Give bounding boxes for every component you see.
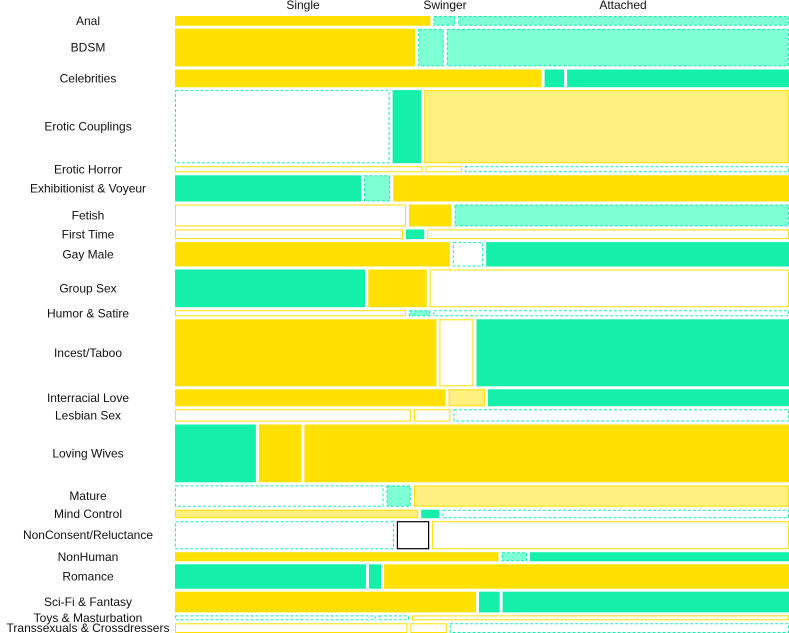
cell-lesbian-sex-single xyxy=(175,409,411,422)
row-label-mind-control: Mind Control xyxy=(54,507,122,521)
cell-nonconsent-reluctance-attached xyxy=(432,521,789,550)
cell-anal-swinger xyxy=(433,16,456,26)
cell-group-sex-swinger xyxy=(368,269,427,308)
cell-bdsm-attached xyxy=(446,28,789,67)
cell-exhibitionist-voyeur-single xyxy=(175,175,361,202)
cell-romance-single xyxy=(175,564,366,589)
cell-humor-satire-swinger xyxy=(409,310,431,317)
cell-nonconsent-reluctance-swinger xyxy=(396,521,430,550)
cell-nonconsent-reluctance-single xyxy=(175,521,394,550)
cell-lesbian-sex-attached xyxy=(453,409,789,422)
cell-anal-attached xyxy=(458,16,789,26)
cell-romance-attached xyxy=(384,564,789,589)
row-label-celebrities: Celebrities xyxy=(60,71,117,85)
cell-erotic-horror-swinger xyxy=(425,166,462,173)
cell-first-time-single xyxy=(175,229,403,240)
cell-romance-swinger xyxy=(368,564,382,589)
cell-gay-male-attached xyxy=(486,242,789,267)
row-label-erotic-horror: Erotic Horror xyxy=(54,162,122,176)
cell-exhibitionist-voyeur-attached xyxy=(393,175,789,202)
row-label-nonconsent-reluctance: NonConsent/Reluctance xyxy=(23,528,153,542)
cell-loving-wives-attached xyxy=(304,424,789,483)
cell-transsexuals-crossdressers-swinger xyxy=(410,623,447,633)
row-label-lesbian-sex: Lesbian Sex xyxy=(55,408,121,422)
cell-erotic-horror-attached xyxy=(464,166,789,173)
row-label-group-sex: Group Sex xyxy=(59,281,116,295)
cell-mind-control-single xyxy=(175,509,419,519)
cell-toys-masturbation-attached xyxy=(412,615,789,621)
row-label-erotic-couplings: Erotic Couplings xyxy=(44,120,131,134)
row-label-incest-taboo: Incest/Taboo xyxy=(54,346,122,360)
cell-mature-single xyxy=(175,485,384,507)
cell-mind-control-swinger xyxy=(421,509,440,519)
cell-interracial-love-attached xyxy=(488,389,789,407)
row-label-interracial-love: Interracial Love xyxy=(47,391,129,405)
row-labels: Anal BDSM Celebrities Erotic Couplings Eroti… xyxy=(7,14,170,633)
row-label-mature: Mature xyxy=(69,489,107,503)
cell-celebrities-swinger xyxy=(544,69,565,88)
cell-sci-fi-fantasy-single xyxy=(175,591,476,613)
cell-anal-single xyxy=(175,16,431,26)
row-label-humor-satire: Humor & Satire xyxy=(47,306,129,320)
cell-first-time-swinger xyxy=(406,229,425,240)
cell-celebrities-single xyxy=(175,69,542,88)
row-label-romance: Romance xyxy=(62,570,114,584)
row-label-nonhuman: NonHuman xyxy=(58,550,119,564)
cell-celebrities-attached xyxy=(567,69,789,88)
column-header-attached: Attached xyxy=(599,0,646,12)
mosaic-cells xyxy=(175,16,789,633)
cell-erotic-couplings-single xyxy=(175,90,390,164)
cell-mind-control-attached xyxy=(442,509,789,519)
cell-humor-satire-single xyxy=(175,310,406,317)
cell-sci-fi-fantasy-swinger xyxy=(479,591,500,613)
cell-bdsm-swinger xyxy=(418,28,444,67)
cell-humor-satire-attached xyxy=(433,310,789,317)
cell-exhibitionist-voyeur-swinger xyxy=(364,175,391,202)
cell-interracial-love-single xyxy=(175,389,446,407)
cell-mature-attached xyxy=(413,485,789,507)
row-label-loving-wives: Loving Wives xyxy=(52,446,123,460)
cell-transsexuals-crossdressers-single xyxy=(175,623,408,633)
row-label-transsexuals-crossdressers: Transsexuals & Crossdressers xyxy=(7,621,170,633)
cell-bdsm-single xyxy=(175,28,416,67)
cell-toys-masturbation-single xyxy=(175,615,376,621)
cell-group-sex-single xyxy=(175,269,366,308)
cell-fetish-swinger xyxy=(409,204,452,227)
cell-interracial-love-swinger xyxy=(448,389,486,407)
cell-erotic-couplings-attached xyxy=(424,90,789,164)
cell-erotic-horror-single xyxy=(175,166,423,173)
cell-loving-wives-single xyxy=(175,424,256,483)
cell-incest-taboo-attached xyxy=(476,319,789,387)
cell-fetish-single xyxy=(175,204,406,227)
row-label-fetish: Fetish xyxy=(72,208,105,222)
cell-fetish-attached xyxy=(454,204,789,227)
cell-incest-taboo-single xyxy=(175,319,437,387)
row-label-anal: Anal xyxy=(76,14,100,28)
row-label-bdsm: BDSM xyxy=(71,41,106,55)
cell-mature-swinger xyxy=(386,485,411,507)
row-label-first-time: First Time xyxy=(62,227,115,241)
row-label-sci-fi-fantasy: Sci-Fi & Fantasy xyxy=(44,595,132,609)
row-label-exhibitionist-voyeur: Exhibitionist & Voyeur xyxy=(30,181,146,195)
cell-transsexuals-crossdressers-attached xyxy=(449,623,789,633)
cell-group-sex-attached xyxy=(429,269,789,308)
cell-first-time-attached xyxy=(427,229,789,240)
cell-toys-masturbation-swinger xyxy=(378,615,410,621)
column-header-swinger: Swinger xyxy=(423,0,466,12)
cell-nonhuman-single xyxy=(175,552,499,562)
cell-gay-male-single xyxy=(175,242,450,267)
cell-incest-taboo-swinger xyxy=(439,319,474,387)
cell-sci-fi-fantasy-attached xyxy=(502,591,789,613)
cell-nonhuman-attached xyxy=(530,552,789,562)
row-label-toys-masturbation: Toys & Masturbation xyxy=(34,611,143,625)
cell-erotic-couplings-swinger xyxy=(392,90,422,164)
cell-nonhuman-swinger xyxy=(501,552,527,562)
column-headers: Single Swinger Attached xyxy=(286,0,646,12)
cell-loving-wives-swinger xyxy=(258,424,302,483)
cell-lesbian-sex-swinger xyxy=(413,409,451,422)
column-header-single: Single xyxy=(286,0,320,12)
cell-gay-male-swinger xyxy=(452,242,484,267)
row-label-gay-male: Gay Male xyxy=(62,247,114,261)
